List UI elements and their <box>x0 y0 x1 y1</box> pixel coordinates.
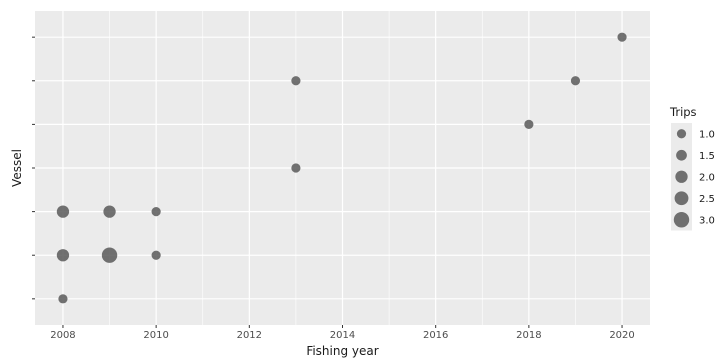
legend-label: 3.0 <box>699 215 715 226</box>
x-tick-label: 2016 <box>423 330 448 341</box>
data-point <box>58 294 68 304</box>
legend-point <box>676 129 687 139</box>
y-axis-title: Vessel <box>10 149 24 187</box>
legend-point <box>676 149 687 161</box>
legend-point <box>674 191 689 206</box>
legend-title: Trips <box>669 105 697 119</box>
legend-label: 2.0 <box>699 172 715 183</box>
data-point <box>56 205 70 218</box>
data-point <box>617 32 627 42</box>
data-point <box>151 207 161 217</box>
x-tick-label: 2014 <box>330 330 355 341</box>
data-points <box>56 32 627 304</box>
x-tick-label: 2010 <box>143 330 168 341</box>
data-point <box>291 163 301 173</box>
x-axis-title: Fishing year <box>306 344 378 358</box>
legend-point <box>673 212 690 228</box>
x-tick-label: 2012 <box>237 330 262 341</box>
legend-label: 2.5 <box>699 194 715 205</box>
plot-panel <box>35 11 650 325</box>
axes: 2008 2010 2012 2014 2016 2018 2020 <box>32 36 635 341</box>
legend-point <box>675 170 688 183</box>
data-point <box>151 250 161 260</box>
x-tick-label: 2008 <box>50 330 75 341</box>
data-point <box>56 249 70 262</box>
x-tick-label: 2020 <box>609 330 634 341</box>
data-point <box>103 205 116 218</box>
data-point <box>524 119 534 129</box>
legend-label: 1.0 <box>699 129 715 140</box>
legend-label: 1.5 <box>699 151 715 162</box>
legend: Trips 1.0 1.5 2.0 2.5 3.0 <box>669 105 715 231</box>
data-point <box>101 247 118 263</box>
data-point <box>291 76 301 86</box>
x-tick-label: 2018 <box>516 330 541 341</box>
data-point <box>570 76 581 86</box>
